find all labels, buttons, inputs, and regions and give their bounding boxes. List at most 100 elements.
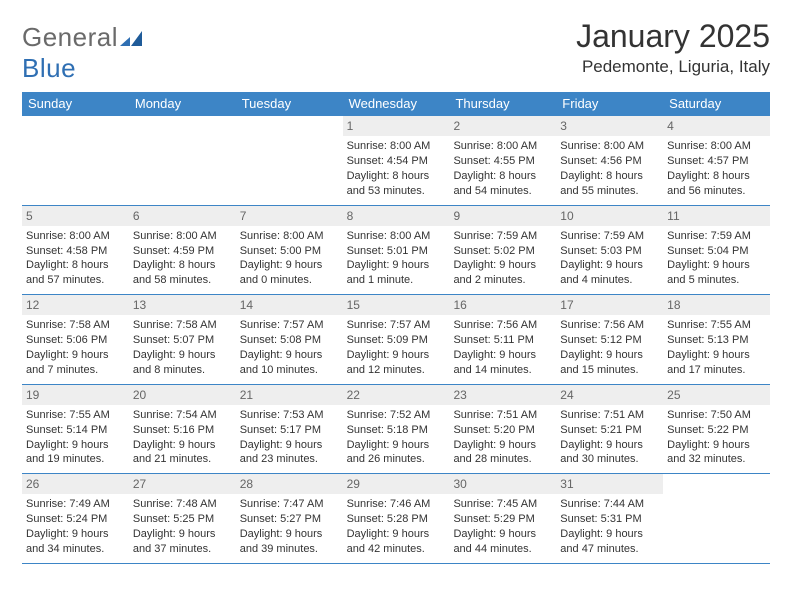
day-cell: 24Sunrise: 7:51 AMSunset: 5:21 PMDayligh… — [556, 385, 663, 474]
daylight-line: Daylight: 9 hours and 47 minutes. — [560, 527, 659, 557]
day-cell: 25Sunrise: 7:50 AMSunset: 5:22 PMDayligh… — [663, 385, 770, 474]
day-cell — [663, 474, 770, 563]
daylight-line: Daylight: 9 hours and 34 minutes. — [26, 527, 125, 557]
day-cell: 1Sunrise: 8:00 AMSunset: 4:54 PMDaylight… — [343, 116, 450, 205]
week-row: 19Sunrise: 7:55 AMSunset: 5:14 PMDayligh… — [22, 385, 770, 475]
day-number: 19 — [22, 385, 129, 405]
day-cell: 29Sunrise: 7:46 AMSunset: 5:28 PMDayligh… — [343, 474, 450, 563]
day-number: 2 — [449, 116, 556, 136]
day-number: 9 — [449, 206, 556, 226]
sunrise-line: Sunrise: 7:48 AM — [133, 497, 232, 512]
sunrise-line: Sunrise: 8:00 AM — [347, 229, 446, 244]
day-cell: 7 Sunrise: 8:00 AMSunset: 5:00 PMDaylight… — [236, 206, 343, 295]
daylight-line: Daylight: 8 hours and 57 minutes. — [26, 258, 125, 288]
day-number: 4 — [663, 116, 770, 136]
day-number: 13 — [129, 295, 236, 315]
sunset-line: Sunset: 5:11 PM — [453, 333, 552, 348]
day-number: 27 — [129, 474, 236, 494]
daylight-line: Daylight: 9 hours and 17 minutes. — [667, 348, 766, 378]
day-number: 31 — [556, 474, 663, 494]
dow-cell: Wednesday — [343, 92, 450, 116]
daylight-line: Daylight: 9 hours and 44 minutes. — [453, 527, 552, 557]
sunset-line: Sunset: 5:31 PM — [560, 512, 659, 527]
sunrise-line: Sunrise: 8:00 AM — [560, 139, 659, 154]
week-row: 12Sunrise: 7:58 AMSunset: 5:06 PMDayligh… — [22, 295, 770, 385]
logo-word2: Blue — [22, 53, 76, 83]
sunrise-line: Sunrise: 8:00 AM — [133, 229, 232, 244]
daylight-line: Daylight: 9 hours and 12 minutes. — [347, 348, 446, 378]
daylight-line: Daylight: 9 hours and 15 minutes. — [560, 348, 659, 378]
day-number: 18 — [663, 295, 770, 315]
daylight-line: Daylight: 9 hours and 42 minutes. — [347, 527, 446, 557]
sunrise-line: Sunrise: 7:45 AM — [453, 497, 552, 512]
dow-cell: Sunday — [22, 92, 129, 116]
daylight-line: Daylight: 9 hours and 37 minutes. — [133, 527, 232, 557]
sunset-line: Sunset: 5:18 PM — [347, 423, 446, 438]
day-number: 29 — [343, 474, 450, 494]
sunrise-line: Sunrise: 7:56 AM — [560, 318, 659, 333]
sunset-line: Sunset: 5:22 PM — [667, 423, 766, 438]
daylight-line: Daylight: 9 hours and 1 minute. — [347, 258, 446, 288]
daylight-line: Daylight: 9 hours and 4 minutes. — [560, 258, 659, 288]
daylight-line: Daylight: 8 hours and 54 minutes. — [453, 169, 552, 199]
sunset-line: Sunset: 5:25 PM — [133, 512, 232, 527]
sunset-line: Sunset: 5:16 PM — [133, 423, 232, 438]
dow-cell: Friday — [556, 92, 663, 116]
day-cell: 12Sunrise: 7:58 AMSunset: 5:06 PMDayligh… — [22, 295, 129, 384]
sunrise-line: Sunrise: 7:57 AM — [347, 318, 446, 333]
dow-cell: Saturday — [663, 92, 770, 116]
day-number: 26 — [22, 474, 129, 494]
sunset-line: Sunset: 5:17 PM — [240, 423, 339, 438]
day-cell: 23Sunrise: 7:51 AMSunset: 5:20 PMDayligh… — [449, 385, 556, 474]
sunset-line: Sunset: 5:29 PM — [453, 512, 552, 527]
sunset-line: Sunset: 5:27 PM — [240, 512, 339, 527]
sunset-line: Sunset: 5:09 PM — [347, 333, 446, 348]
daylight-line: Daylight: 9 hours and 10 minutes. — [240, 348, 339, 378]
day-number: 1 — [343, 116, 450, 136]
day-cell: 22Sunrise: 7:52 AMSunset: 5:18 PMDayligh… — [343, 385, 450, 474]
sunset-line: Sunset: 5:00 PM — [240, 244, 339, 259]
sunrise-line: Sunrise: 8:00 AM — [667, 139, 766, 154]
day-number: 21 — [236, 385, 343, 405]
sunrise-line: Sunrise: 8:00 AM — [453, 139, 552, 154]
day-cell: 18Sunrise: 7:55 AMSunset: 5:13 PMDayligh… — [663, 295, 770, 384]
day-cell: 26Sunrise: 7:49 AMSunset: 5:24 PMDayligh… — [22, 474, 129, 563]
day-cell: 30Sunrise: 7:45 AMSunset: 5:29 PMDayligh… — [449, 474, 556, 563]
dow-cell: Monday — [129, 92, 236, 116]
daylight-line: Daylight: 9 hours and 0 minutes. — [240, 258, 339, 288]
sunset-line: Sunset: 4:58 PM — [26, 244, 125, 259]
day-number: 17 — [556, 295, 663, 315]
sunrise-line: Sunrise: 7:50 AM — [667, 408, 766, 423]
sunrise-line: Sunrise: 7:51 AM — [453, 408, 552, 423]
day-cell — [22, 116, 129, 205]
sunrise-line: Sunrise: 7:53 AM — [240, 408, 339, 423]
sunset-line: Sunset: 5:08 PM — [240, 333, 339, 348]
daylight-line: Daylight: 8 hours and 53 minutes. — [347, 169, 446, 199]
day-number: 3 — [556, 116, 663, 136]
weeks-container: 1Sunrise: 8:00 AMSunset: 4:54 PMDaylight… — [22, 116, 770, 564]
day-number: 10 — [556, 206, 663, 226]
sunset-line: Sunset: 5:01 PM — [347, 244, 446, 259]
daylight-line: Daylight: 8 hours and 58 minutes. — [133, 258, 232, 288]
sunset-line: Sunset: 5:06 PM — [26, 333, 125, 348]
sunrise-line: Sunrise: 7:47 AM — [240, 497, 339, 512]
daylight-line: Daylight: 8 hours and 56 minutes. — [667, 169, 766, 199]
sunrise-line: Sunrise: 7:49 AM — [26, 497, 125, 512]
day-number: 14 — [236, 295, 343, 315]
sunset-line: Sunset: 5:07 PM — [133, 333, 232, 348]
day-cell: 3Sunrise: 8:00 AMSunset: 4:56 PMDaylight… — [556, 116, 663, 205]
sunset-line: Sunset: 5:13 PM — [667, 333, 766, 348]
day-cell: 21Sunrise: 7:53 AMSunset: 5:17 PMDayligh… — [236, 385, 343, 474]
week-row: 5Sunrise: 8:00 AMSunset: 4:58 PMDaylight… — [22, 206, 770, 296]
day-cell — [129, 116, 236, 205]
sunrise-line: Sunrise: 8:00 AM — [240, 229, 339, 244]
day-number: 12 — [22, 295, 129, 315]
daylight-line: Daylight: 9 hours and 2 minutes. — [453, 258, 552, 288]
daylight-line: Daylight: 9 hours and 5 minutes. — [667, 258, 766, 288]
daylight-line: Daylight: 9 hours and 30 minutes. — [560, 438, 659, 468]
day-cell: 15Sunrise: 7:57 AMSunset: 5:09 PMDayligh… — [343, 295, 450, 384]
day-number: 8 — [343, 206, 450, 226]
day-number: 7 — [236, 206, 343, 226]
daylight-line: Daylight: 9 hours and 21 minutes. — [133, 438, 232, 468]
sunset-line: Sunset: 4:55 PM — [453, 154, 552, 169]
